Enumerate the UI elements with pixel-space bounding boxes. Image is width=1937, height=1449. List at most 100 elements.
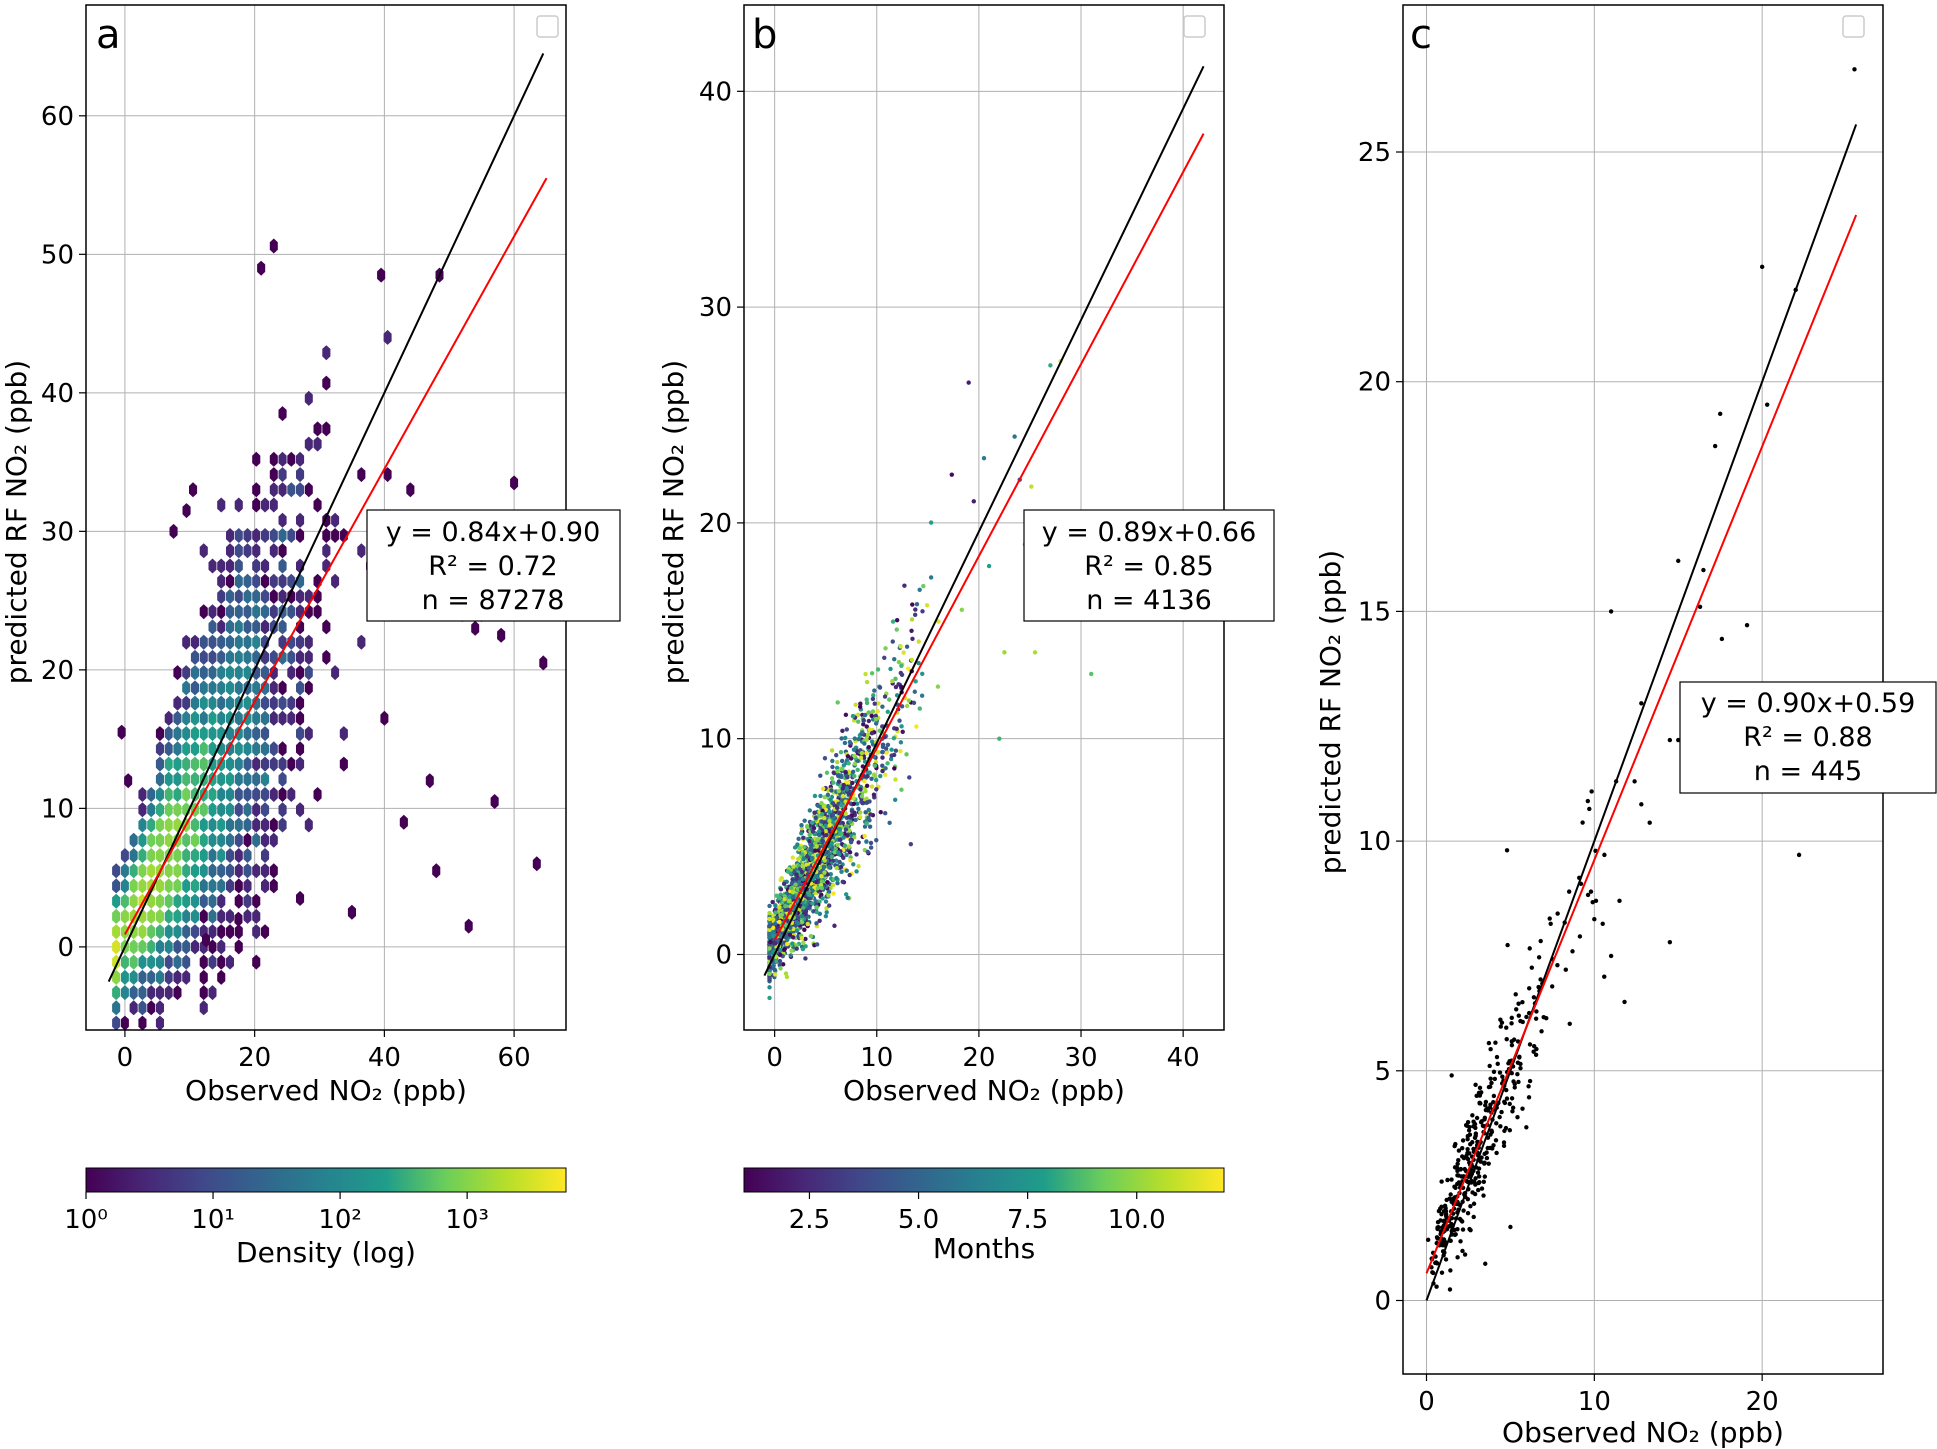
hexbin-cell (510, 475, 519, 491)
hexbin-cell (155, 939, 164, 955)
hexbin-cell (278, 680, 287, 696)
colorbar-tick-label: 7.5 (1007, 1205, 1048, 1235)
hexbin-cell (347, 904, 356, 920)
scatter-point (893, 684, 899, 690)
scatter-point (1479, 1119, 1484, 1124)
hexbin-cell (331, 512, 340, 528)
hexbin-cell (287, 528, 296, 543)
scatter-point (1434, 1235, 1440, 1240)
hexbin-cell (243, 817, 252, 833)
hexbin-cell (296, 695, 305, 711)
scatter-point (890, 679, 895, 684)
scatter-point (1536, 955, 1542, 960)
hexbin-cell (147, 985, 156, 1001)
hexbin-cell (138, 985, 147, 1001)
scatter-marks (1425, 67, 1857, 1292)
scatter-point (1589, 789, 1594, 794)
stats-box: y = 0.89x+0.66 R² = 0.85 n = 4136 (1023, 509, 1275, 622)
x-tick-label: 20 (1746, 1387, 1779, 1417)
hexbin-cell (252, 695, 261, 711)
scatter-point (868, 812, 873, 817)
stats-box: y = 0.84x+0.90 R² = 0.72 n = 87278 (366, 509, 621, 622)
hexbin-cell (155, 726, 164, 742)
legend-box[interactable] (1842, 15, 1865, 38)
hexbin-cell (252, 924, 261, 940)
hexbin-cell (190, 863, 199, 879)
hexbin-cell (261, 832, 270, 848)
scatter-point (1501, 1140, 1507, 1145)
scatter-point (1534, 1009, 1539, 1014)
scatter-point (774, 893, 779, 898)
scatter-point (1533, 1052, 1539, 1057)
scatter-point (836, 779, 842, 784)
scatter-point (1436, 1224, 1441, 1230)
hexbin-cell (278, 710, 287, 726)
hexbin-cell (296, 467, 305, 483)
panel-label: b (752, 12, 777, 58)
hexbin-cell (138, 848, 147, 863)
scatter-point (1602, 852, 1607, 858)
scatter-point (1448, 1192, 1453, 1197)
hexbin-cell (147, 939, 156, 955)
scatter-point (790, 889, 796, 895)
hexbin-cell (234, 710, 243, 726)
scatter-point (856, 736, 861, 742)
scatter-point (847, 850, 853, 855)
hexbin-cell (208, 893, 217, 909)
hexbin-cell (182, 503, 191, 519)
scatter-point (1032, 650, 1038, 655)
scatter-point (777, 962, 782, 968)
hexbin-cell (261, 726, 270, 742)
scatter-point (808, 933, 814, 939)
scatter-point (800, 913, 805, 919)
scatter-point (842, 843, 848, 848)
panel-b: 0 10 20 30 40 0 10 20 30 40 b y = 0.89x+0.66 R² =… (657, 4, 1275, 1265)
hexbin-cell (173, 908, 182, 924)
scatter-point (819, 885, 824, 891)
stats-n: n = 4136 (1086, 585, 1212, 616)
scatter-point (1462, 1252, 1468, 1257)
hexbin-cell (261, 741, 270, 757)
hexbin-cell (243, 726, 252, 742)
hexbin-cell (357, 543, 366, 559)
hexbin-cell (269, 863, 278, 879)
scatter-point (1468, 1142, 1473, 1147)
hexbin-cell (208, 924, 217, 940)
hexbin-cell (287, 589, 296, 604)
scatter-point (817, 832, 822, 838)
scatter-point (859, 794, 865, 799)
scatter-point (1491, 1099, 1496, 1105)
hexbin-cell (138, 817, 147, 833)
hexbin-cell (226, 634, 234, 650)
scatter-point (874, 787, 879, 792)
legend-box[interactable] (536, 15, 559, 38)
hexbin-cell (147, 1000, 156, 1016)
hexbin-cell (182, 969, 191, 985)
legend-box[interactable] (1183, 15, 1206, 38)
hexbin-cell (199, 878, 208, 894)
scatter-point (1466, 1128, 1472, 1133)
hexbin-cell (252, 863, 261, 879)
scatter-point (883, 811, 888, 816)
hexbin-cell (129, 954, 138, 970)
hexbin-cell (226, 756, 234, 772)
hexbin-cell (226, 589, 234, 604)
scatter-point (767, 903, 772, 909)
hexbin-cell (296, 512, 305, 528)
scatter-point (809, 857, 815, 862)
scatter-point (892, 656, 897, 662)
scatter-point (793, 882, 798, 887)
hexbin-cell (173, 863, 182, 879)
scatter-point (790, 855, 795, 860)
hexbin-cell (252, 558, 261, 574)
scatter-point (857, 704, 863, 709)
scatter-point (1482, 1174, 1488, 1179)
hexbin-cell (217, 787, 226, 802)
hexbin-cell (252, 787, 261, 802)
scatter-point (851, 862, 856, 867)
hexbin-cell (278, 802, 287, 818)
scatter-point (871, 693, 876, 698)
one-to-one-line (1425, 124, 1858, 1301)
scatter-point (1498, 1124, 1503, 1129)
scatter-point (1511, 1037, 1517, 1042)
